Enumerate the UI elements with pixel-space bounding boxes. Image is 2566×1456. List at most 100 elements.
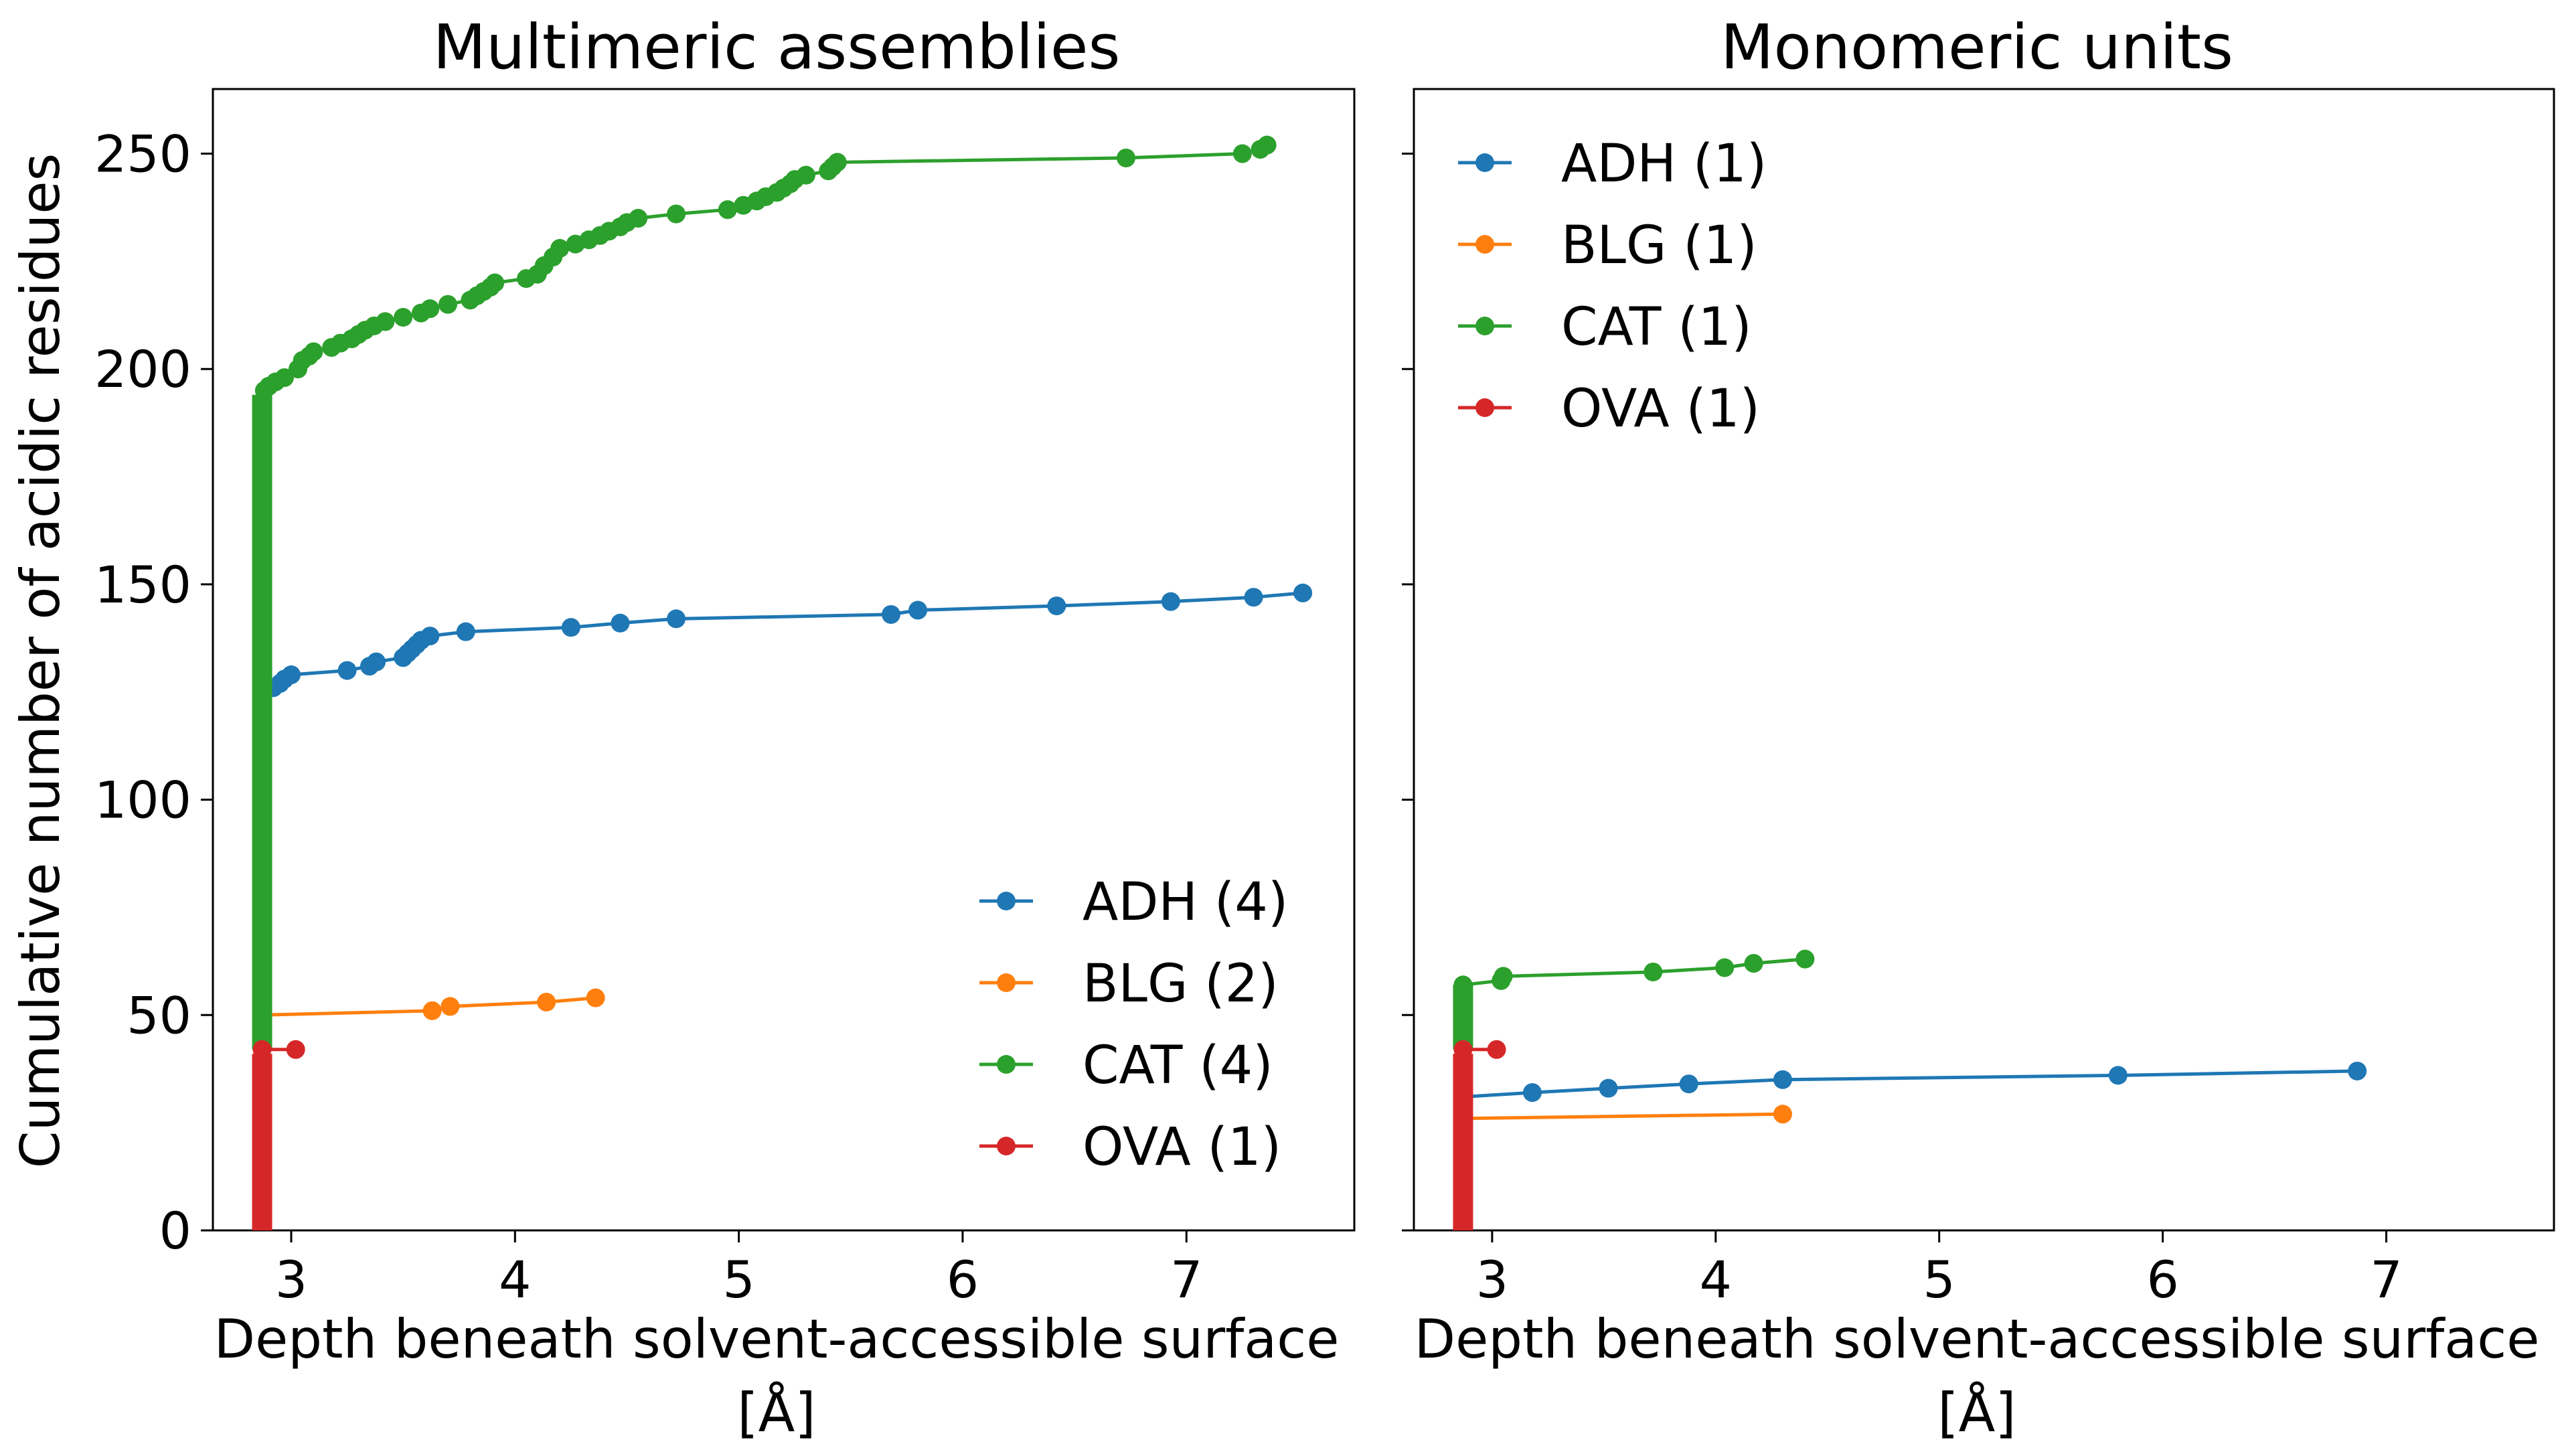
data-point (1244, 588, 1263, 607)
data-point (827, 153, 847, 172)
legend-marker (1475, 153, 1494, 172)
data-point (537, 993, 556, 1012)
legend-item: CAT (1) (1458, 297, 1752, 357)
data-point (1453, 975, 1473, 995)
data-point (282, 665, 301, 685)
data-point (2108, 1066, 2128, 1085)
data-point (629, 209, 648, 228)
x-tick-label: 5 (722, 1250, 754, 1309)
x-tick-label: 4 (1700, 1250, 1732, 1309)
y-tick-label: 150 (94, 555, 191, 615)
data-point (394, 308, 413, 327)
series-adh (1453, 1061, 2367, 1107)
panel-monomeric: Monomeric units 3 4 5 6 7 ADH (1) BLG (1) CAT (… (1402, 11, 2555, 1444)
data-point (1047, 596, 1066, 616)
plot-area: 3 4 5 6 7 0 50 100 150 200 250 ADH (4) BLG (2) CAT (4… (94, 88, 1356, 1309)
legend-marker (1475, 398, 1494, 417)
series-line (1463, 1112, 1783, 1121)
axes-frame (212, 88, 1356, 1232)
panel-multimeric: Multimeric assemblies 3 4 5 6 7 0 50 100 150 200 2… (94, 11, 1356, 1444)
data-point (1453, 1040, 1473, 1059)
data-point (611, 613, 630, 633)
data-point (550, 239, 570, 258)
data-point (718, 200, 737, 220)
x-axis-label: Depth beneath solvent-accessible surface… (1414, 1308, 2539, 1444)
data-point (367, 652, 386, 671)
data-point (1744, 954, 1763, 973)
data-point (667, 204, 686, 224)
data-point (1293, 583, 1313, 602)
data-point (796, 165, 815, 185)
panel-title: Monomeric units (1720, 11, 2233, 83)
y-axis-label: Cumulative number of acidic residues (9, 153, 72, 1169)
legend-marker (997, 973, 1016, 992)
x-axis-label: Depth beneath solvent-accessible surface… (214, 1308, 1339, 1444)
x-tick-label: 3 (1476, 1250, 1508, 1309)
data-point (1494, 967, 1513, 986)
x-tick-label: 6 (947, 1250, 979, 1309)
series-blg (252, 988, 605, 1025)
x-axis-label-line-1: Depth beneath solvent-accessible surface (1414, 1308, 2539, 1370)
legend: ADH (1) BLG (1) CAT (1) OVA (1) (1458, 134, 1767, 439)
x-axis-label-line-1: Depth beneath solvent-accessible surface (214, 1308, 1339, 1370)
y-tick-label: 100 (94, 771, 191, 830)
data-point (456, 622, 475, 641)
legend-item: OVA (1) (979, 1117, 1281, 1178)
x-axis-label-line-2: [Å] (1937, 1381, 2016, 1444)
series-layer (1453, 949, 2367, 1230)
panel-title: Multimeric assemblies (433, 11, 1121, 83)
data-point (561, 618, 580, 637)
data-point (1487, 1040, 1506, 1059)
series-line (1463, 1069, 2358, 1099)
legend-label: BLG (1) (1561, 216, 1757, 276)
data-point (1773, 1070, 1792, 1089)
data-point (881, 604, 900, 624)
series-ova (1453, 1040, 1506, 1230)
legend-label: ADH (1) (1561, 134, 1767, 194)
data-point (438, 295, 458, 314)
series-cat (252, 135, 1277, 1050)
x-tick-label: 4 (499, 1250, 531, 1309)
legend-marker (1475, 235, 1494, 254)
data-point (586, 988, 605, 1007)
y-tick-label: 250 (94, 125, 191, 184)
data-point (2348, 1061, 2367, 1080)
legend-item: ADH (1) (1458, 134, 1767, 194)
legend-label: OVA (1) (1082, 1117, 1281, 1178)
data-point (440, 997, 460, 1016)
series-line (263, 143, 1268, 392)
data-point (1161, 592, 1180, 611)
legend-item: BLG (2) (979, 954, 1279, 1014)
data-point (1795, 949, 1815, 969)
legend-marker (997, 1055, 1016, 1074)
y-tick-label: 0 (159, 1201, 191, 1261)
legend-label: ADH (4) (1082, 872, 1288, 933)
legend: ADH (4) BLG (2) CAT (4) OVA (1) (979, 872, 1288, 1178)
data-point (420, 299, 440, 319)
x-tick-label: 6 (2146, 1250, 2178, 1309)
data-point (337, 661, 357, 680)
data-point (304, 342, 323, 361)
legend-marker (1475, 317, 1494, 335)
data-point (1773, 1105, 1792, 1124)
data-point (1679, 1074, 1698, 1094)
data-point (420, 627, 440, 646)
plot-area: 3 4 5 6 7 ADH (1) BLG (1) CAT (1) OVA (1) (1402, 88, 2555, 1309)
series-ova (252, 1040, 305, 1230)
data-point (1522, 1083, 1542, 1103)
x-tick-label: 7 (2370, 1250, 2402, 1309)
series-layer (252, 135, 1313, 1230)
data-point (252, 1040, 272, 1059)
legend-marker (997, 892, 1016, 910)
x-tick-label: 7 (1170, 1250, 1202, 1309)
data-point (1643, 962, 1663, 981)
y-tick-label: 200 (94, 339, 191, 399)
legend-item: BLG (1) (1458, 216, 1757, 276)
data-point (274, 368, 294, 388)
data-point (422, 1001, 442, 1020)
series-cat (1453, 949, 1815, 1050)
data-point (908, 600, 928, 620)
series-adh (252, 583, 1313, 706)
data-point (485, 273, 505, 293)
